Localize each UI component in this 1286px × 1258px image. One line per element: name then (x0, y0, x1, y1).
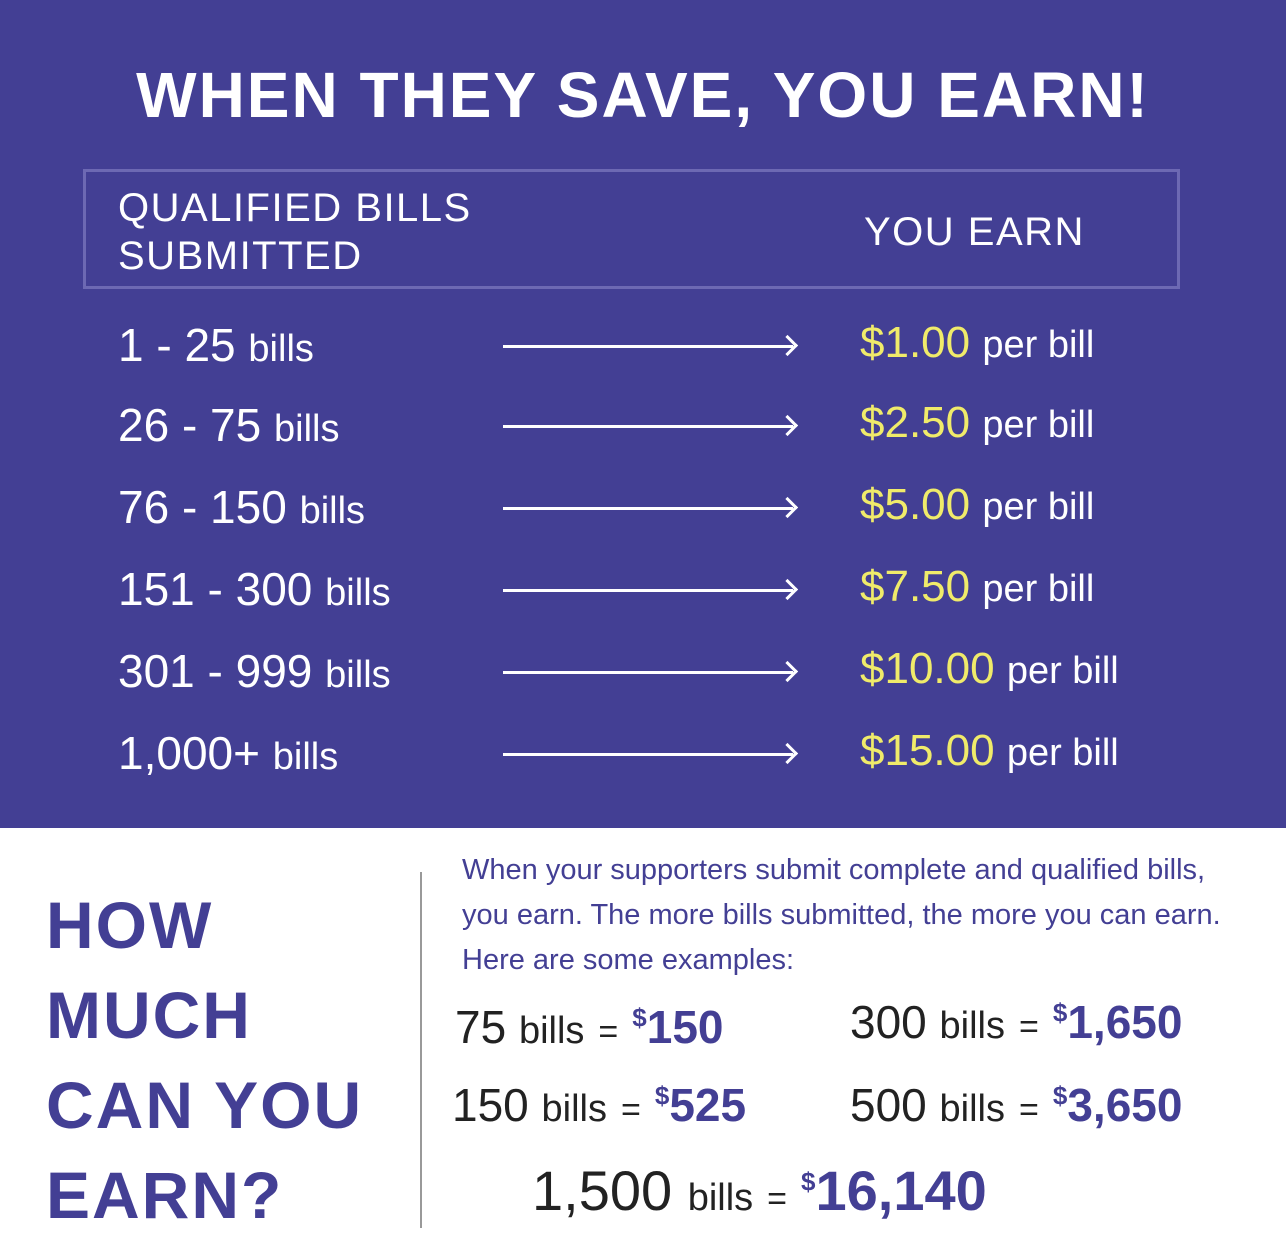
earn-rate: $10.00 per bill (860, 644, 1119, 694)
bill-range: 301 - 999 bills (118, 644, 391, 698)
example-count: 300 (850, 996, 927, 1048)
earn-per: per bill (1006, 650, 1119, 692)
earn-rate: $1.00 per bill (860, 318, 1094, 368)
equals-sign: = (1019, 1091, 1039, 1129)
example-amount: 150 (646, 1001, 724, 1053)
arrow-right-icon (503, 671, 793, 674)
bill-range: 1 - 25 bills (118, 318, 314, 372)
range-unit: bills (325, 654, 391, 696)
example: 150 bills = $525 (452, 1078, 746, 1132)
arrow-right-icon (503, 753, 793, 756)
example-value: $150 (632, 1001, 723, 1053)
example-count: 75 (455, 1001, 507, 1053)
table-header: QUALIFIED BILLS SUBMITTED YOU EARN (83, 169, 1180, 289)
table-row: 76 - 150 bills $5.00 per bill (0, 480, 1286, 540)
equals-sign: = (767, 1180, 788, 1218)
how-much-heading: HOW MUCH CAN YOU EARN? (46, 888, 364, 1232)
bill-range: 76 - 150 bills (118, 480, 365, 534)
example: 500 bills = $3,650 (850, 1078, 1182, 1132)
example-amount: 16,140 (815, 1159, 987, 1222)
equals-sign: = (598, 1013, 619, 1051)
currency-symbol: $ (632, 1002, 647, 1033)
col-bills-header: QUALIFIED BILLS SUBMITTED (118, 186, 472, 278)
earn-amount: $10.00 (860, 644, 995, 693)
example-unit: bills (939, 1005, 1005, 1047)
example-amount: 3,650 (1067, 1079, 1183, 1131)
range-unit: bills (248, 328, 314, 370)
earn-amount: $2.50 (860, 398, 971, 447)
range-value: 1 - 25 (118, 319, 236, 371)
earn-per: per bill (982, 568, 1095, 610)
example: 75 bills = $150 (455, 1000, 724, 1054)
arrow-right-icon (503, 507, 793, 510)
range-unit: bills (272, 736, 339, 778)
example-value: $16,140 (801, 1159, 987, 1222)
earn-per: per bill (982, 404, 1095, 446)
example-unit: bills (687, 1177, 754, 1219)
example-count: 150 (452, 1079, 529, 1131)
range-value: 1,000+ (118, 727, 260, 779)
col-earn-header: YOU EARN (864, 210, 1085, 254)
arrow-right-icon (503, 589, 793, 592)
example-unit: bills (939, 1088, 1005, 1130)
arrow-right-icon (503, 345, 793, 348)
bill-range: 1,000+ bills (118, 726, 338, 780)
example-count: 1,500 (532, 1159, 673, 1222)
range-value: 26 - 75 (118, 399, 262, 451)
bill-range: 151 - 300 bills (118, 562, 391, 616)
arrow-right-icon (503, 425, 793, 428)
currency-symbol: $ (1052, 997, 1068, 1028)
earn-per: per bill (982, 324, 1095, 366)
currency-symbol: $ (1052, 1080, 1068, 1111)
example-value: $3,650 (1053, 1079, 1183, 1131)
example-amount: 1,650 (1067, 996, 1183, 1048)
range-unit: bills (325, 572, 391, 614)
earn-rate: $7.50 per bill (860, 562, 1094, 612)
earn-per: per bill (1006, 732, 1119, 774)
equals-sign: = (1019, 1008, 1039, 1046)
range-value: 151 - 300 (118, 563, 313, 615)
range-unit: bills (274, 408, 340, 450)
description: When your supporters submit complete and… (462, 854, 1221, 976)
example-value: $1,650 (1053, 996, 1183, 1048)
equals-sign: = (621, 1091, 641, 1129)
range-value: 301 - 999 (118, 645, 313, 697)
currency-symbol: $ (801, 1166, 816, 1197)
earn-rate: $5.00 per bill (860, 480, 1094, 530)
example-amount: 525 (669, 1079, 747, 1131)
table-row: 301 - 999 bills $10.00 per bill (0, 644, 1286, 704)
earn-amount: $15.00 (860, 726, 995, 775)
example-count: 500 (850, 1079, 927, 1131)
earn-rate: $15.00 per bill (860, 726, 1119, 776)
earn-amount: $5.00 (860, 480, 971, 529)
example-unit: bills (518, 1010, 585, 1052)
example: 1,500 bills = $16,140 (532, 1158, 987, 1223)
table-row: 1 - 25 bills $1.00 per bill (0, 318, 1286, 378)
page-title: WHEN THEY SAVE, YOU EARN! (136, 59, 1150, 131)
rates-panel: WHEN THEY SAVE, YOU EARN! QUALIFIED BILL… (0, 0, 1286, 828)
earn-per: per bill (982, 486, 1095, 528)
earn-amount: $1.00 (860, 318, 971, 367)
example: 300 bills = $1,650 (850, 995, 1182, 1049)
divider (420, 872, 422, 1228)
table-row: 1,000+ bills $15.00 per bill (0, 726, 1286, 786)
range-value: 76 - 150 (118, 481, 287, 533)
bill-range: 26 - 75 bills (118, 398, 339, 452)
currency-symbol: $ (654, 1080, 670, 1111)
table-row: 151 - 300 bills $7.50 per bill (0, 562, 1286, 622)
earn-rate: $2.50 per bill (860, 398, 1094, 448)
earn-amount: $7.50 (860, 562, 971, 611)
range-unit: bills (299, 490, 366, 532)
example-unit: bills (541, 1088, 607, 1130)
example-value: $525 (655, 1079, 746, 1131)
table-row: 26 - 75 bills $2.50 per bill (0, 398, 1286, 458)
